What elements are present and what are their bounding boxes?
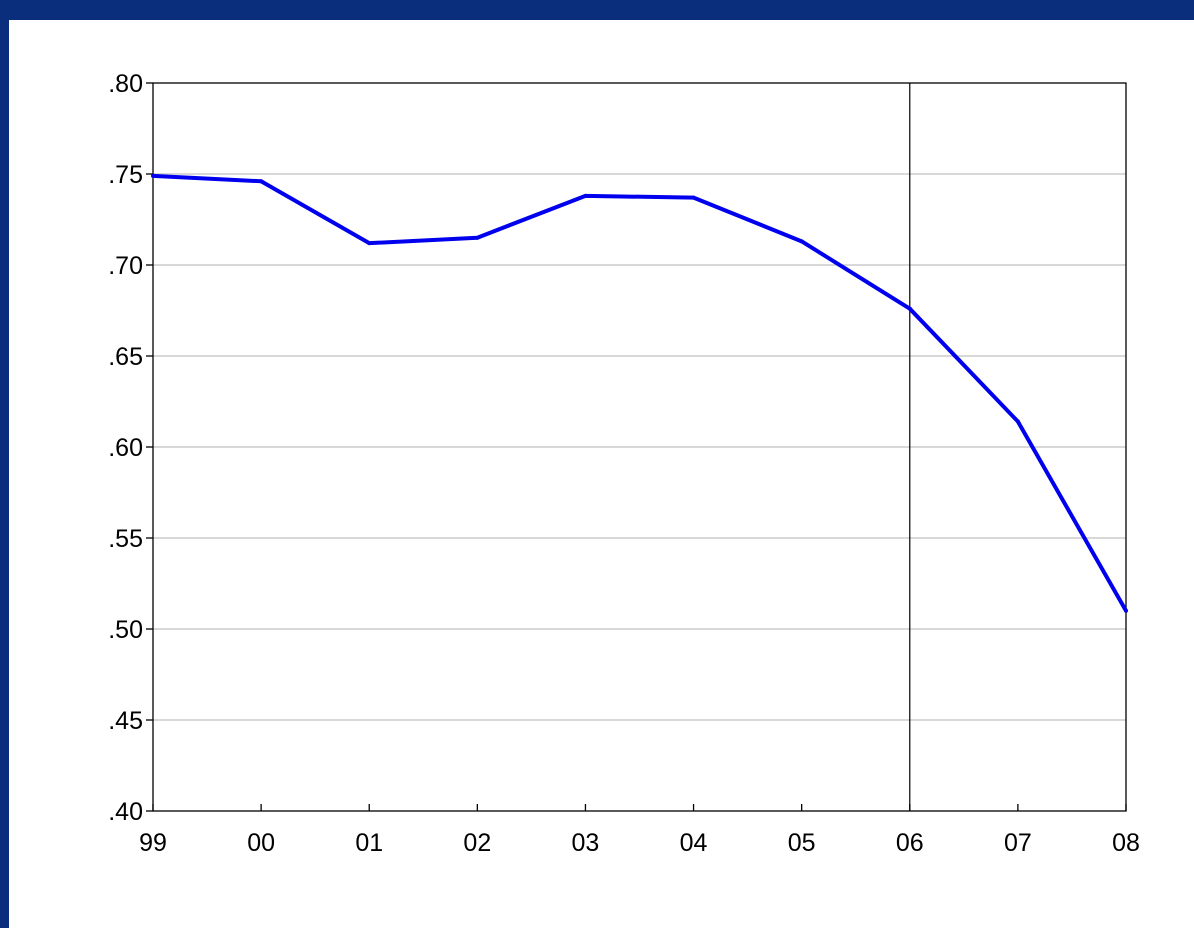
x-tick-label: 01	[355, 829, 383, 857]
x-tick-label: 07	[1004, 829, 1032, 857]
grid-lines	[153, 173, 1126, 721]
data-point	[1124, 608, 1128, 613]
data-point	[367, 241, 372, 246]
x-tick-label: 05	[788, 829, 816, 857]
y-tick-label: .50	[108, 616, 143, 644]
y-tick-label: .80	[108, 70, 143, 98]
y-tick-label: .45	[108, 707, 143, 735]
data-point	[1015, 419, 1020, 424]
x-axis: 99 00 01 02 03 04 05 06 07 08	[139, 804, 1140, 857]
x-tick-label: 06	[896, 829, 924, 857]
data-point	[151, 173, 155, 178]
x-tick-label: 00	[247, 829, 275, 857]
data-point	[583, 193, 588, 198]
y-tick-label: .60	[108, 434, 143, 462]
y-tick-label: .75	[108, 161, 143, 189]
y-tick-label: .65	[108, 343, 143, 371]
data-point	[691, 195, 696, 200]
x-tick-label: 03	[572, 829, 600, 857]
series-line	[152, 173, 1128, 612]
data-point	[259, 179, 264, 184]
y-axis: .40 .45 .50 .55 .60 .65 .70 .75 .80	[108, 70, 153, 826]
data-point	[475, 235, 480, 240]
x-tick-label: 99	[139, 829, 167, 857]
x-tick-label: 08	[1112, 829, 1140, 857]
data-point	[799, 239, 804, 244]
x-tick-label: 02	[463, 829, 491, 857]
series-layer	[151, 173, 1128, 613]
y-tick-label: .70	[108, 252, 143, 280]
y-tick-label: .55	[108, 525, 143, 553]
y-tick-label: .40	[108, 798, 143, 826]
x-tick-label: 04	[680, 829, 708, 857]
data-point	[907, 306, 912, 311]
